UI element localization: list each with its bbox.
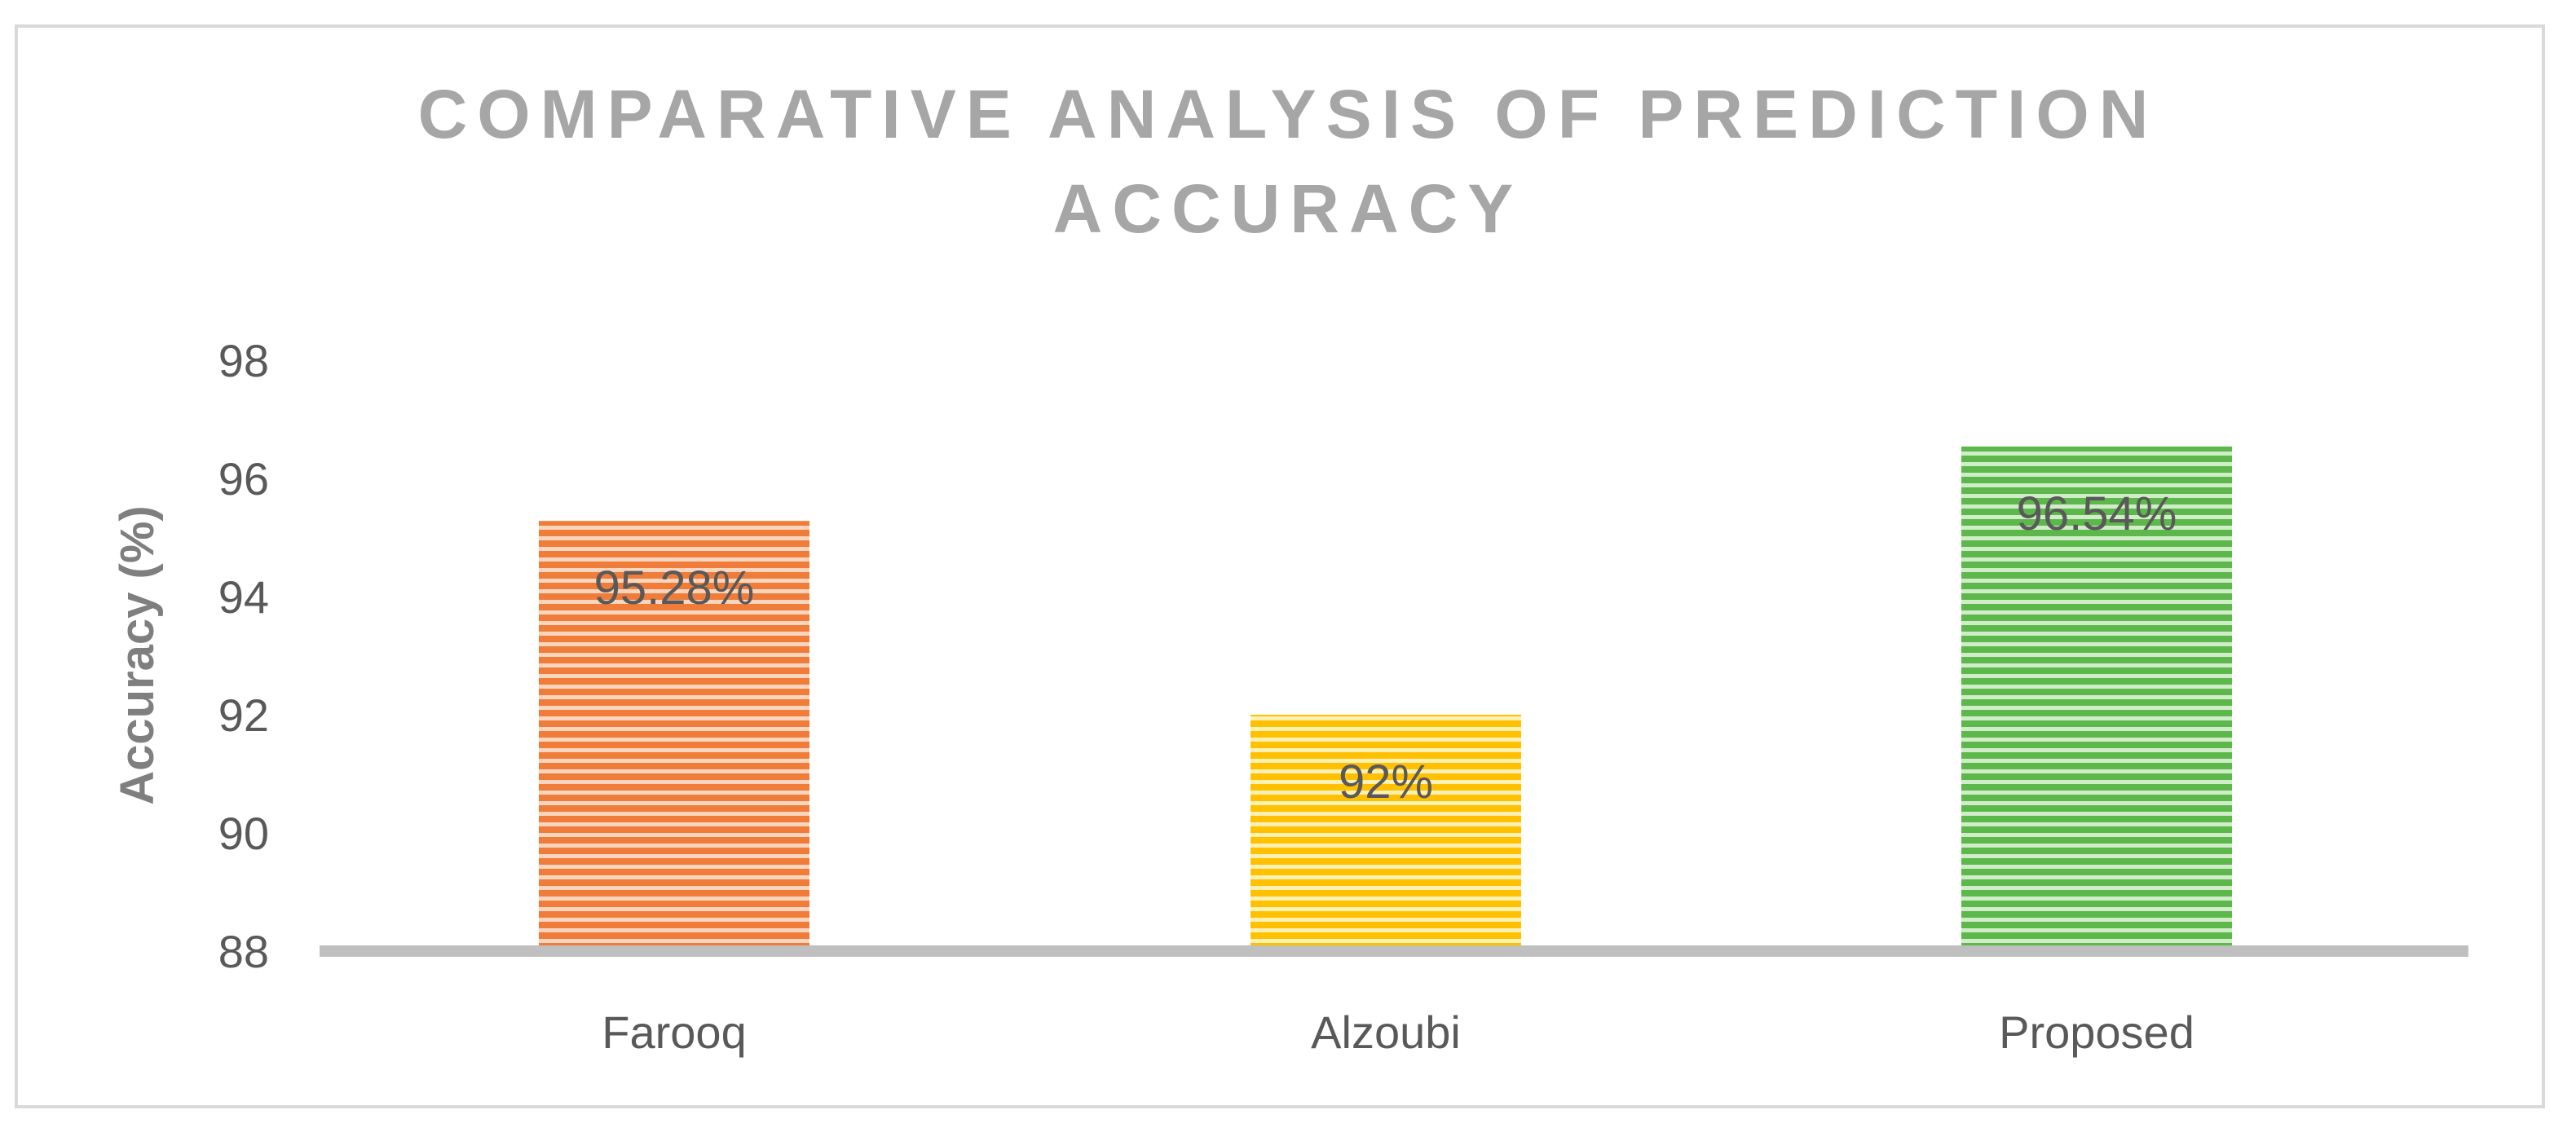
y-axis-title: Accuracy (%): [111, 505, 164, 804]
x-tick-label-farooq: Farooq: [602, 1007, 746, 1058]
chart-title-line-2: ACCURACY: [1052, 170, 1524, 247]
bar-proposed: [1961, 446, 2232, 951]
bar-farooq: [539, 521, 809, 951]
data-label-farooq: 95.28%: [594, 562, 755, 615]
chart-title-line-1: COMPARATIVE ANALYSIS OF PREDICTION: [417, 76, 2159, 152]
x-tick-label-alzoubi: Alzoubi: [1311, 1007, 1461, 1058]
x-axis-line: [320, 945, 2468, 957]
y-tick-label: 94: [218, 571, 269, 623]
y-tick-label: 90: [218, 808, 269, 859]
data-label-proposed: 96.54%: [2017, 487, 2177, 540]
chart-title: COMPARATIVE ANALYSIS OF PREDICTION ACCUR…: [0, 67, 2576, 256]
data-label-alzoubi: 92%: [1339, 756, 1433, 808]
y-tick-label: 88: [218, 926, 269, 977]
x-axis-ticks: Farooq Alzoubi Proposed: [602, 1007, 2194, 1058]
y-tick-label: 98: [218, 335, 269, 386]
y-axis-ticks: 88 90 92 94 96 98: [218, 335, 269, 977]
y-tick-label: 96: [218, 453, 269, 504]
y-tick-label: 92: [218, 689, 269, 741]
x-tick-label-proposed: Proposed: [1999, 1007, 2194, 1058]
bar-alzoubi: [1251, 715, 1521, 951]
bars: 95.28% 92% 96.54%: [539, 446, 2232, 951]
